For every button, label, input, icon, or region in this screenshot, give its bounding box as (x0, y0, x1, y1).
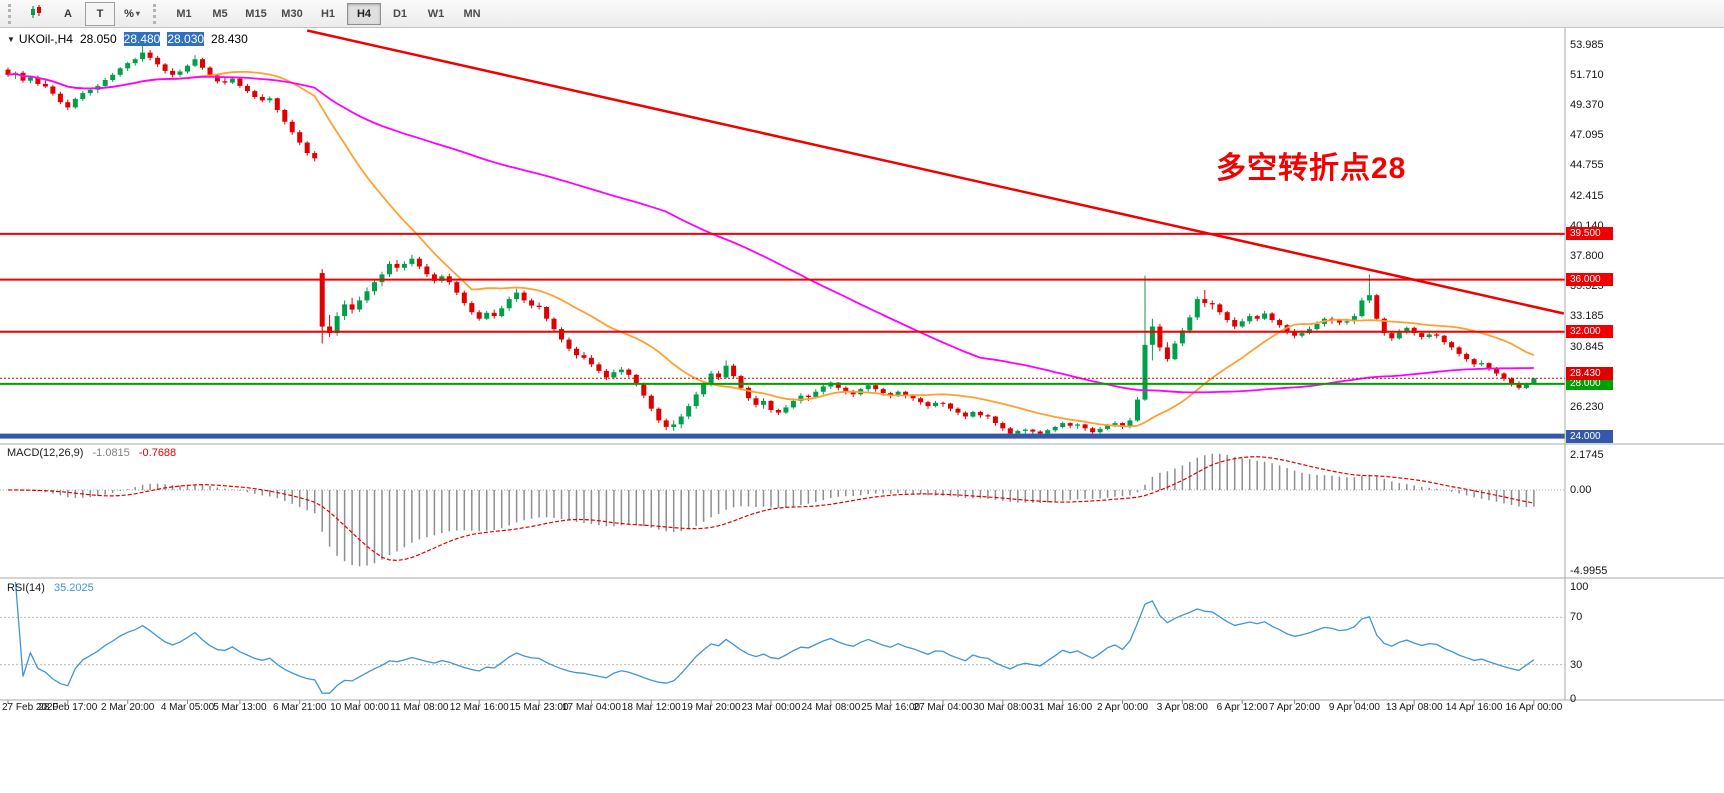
price-axis-label: 53.985 (1570, 39, 1604, 51)
chart-text-annotation: 多空转折点28 (1216, 152, 1407, 185)
time-axis-label: 17 Mar 04:00 (561, 702, 621, 713)
macd-axis-label: 0.00 (1570, 484, 1592, 496)
time-axis-label: 2 Mar 20:00 (100, 702, 155, 713)
time-axis-label: 2 Apr 00:00 (1096, 702, 1149, 713)
timeframe-button-m1[interactable]: M1 (176, 7, 192, 20)
rsi-line (14, 581, 1535, 694)
time-axis-label: 4 Mar 05:00 (160, 702, 215, 713)
time-axis-label: 25 Mar 16:00 (861, 702, 921, 713)
rsi-layer (0, 581, 1565, 694)
timeframe-button-group: M1 M5 M15 M30 H1 H4 D1 W1 MN (166, 2, 490, 25)
price-axis-label: 42.415 (1570, 189, 1604, 202)
time-axis-label: 13 Apr 08:00 (1385, 702, 1443, 713)
macd-histogram (14, 453, 1535, 567)
macd-axis-label: -4.9955 (1570, 564, 1608, 577)
macd-axis-label: 2.1745 (1570, 448, 1604, 461)
percent-tool-button[interactable]: % ▾ (117, 2, 147, 26)
rsi-axis-label: 0 (1570, 693, 1577, 705)
price-badge-36.000: 36.000 (1566, 273, 1613, 287)
timeframe-button-d1[interactable]: D1 (392, 7, 408, 20)
price-axis-label: 30.845 (1570, 340, 1604, 353)
time-axis-label: 24 Mar 08:00 (801, 702, 861, 713)
ma-21-line (7, 71, 1535, 428)
price-axis-label: 51.710 (1570, 68, 1604, 81)
macd-signal-value: -0.7688 (138, 447, 177, 459)
time-axis-label: 9 Apr 04:00 (1328, 702, 1380, 713)
percent-label: % (124, 7, 134, 20)
macd-main-value: -1.0815 (92, 447, 130, 459)
rsi-pane-label: RSI(14) 35.2025 (7, 582, 94, 594)
rsi-axis-label: 30 (1570, 658, 1583, 671)
candlestick-chart-button[interactable] (21, 2, 51, 26)
candlestick-chart-icon (29, 5, 43, 22)
chevron-down-icon: ▾ (135, 9, 140, 18)
price-axis-label: 44.755 (1570, 159, 1604, 172)
time-axis-label: 31 Mar 16:00 (1033, 702, 1093, 713)
symbol-name: UKOil-,H4 (18, 32, 73, 46)
toolbar: A T % ▾ M1 M5 M15 M30 H1 H4 D1 W1 MN (0, 0, 1724, 28)
candles-layer (5, 46, 1537, 437)
time-axis-label: 30 Mar 08:00 (973, 702, 1033, 713)
price-badge-24.000: 24.000 (1566, 429, 1613, 443)
ohlc-close: 28.430 (211, 32, 248, 46)
time-axis-label: 12 Mar 16:00 (449, 702, 509, 713)
ohlc-open: 28.050 (79, 32, 117, 46)
ohlc-low: 28.030 (167, 32, 205, 46)
time-axis-label: 14 Apr 16:00 (1445, 702, 1503, 713)
time-axis-label: 7 Apr 20:00 (1268, 702, 1321, 713)
rsi-axis-label: 70 (1570, 611, 1583, 624)
timeframe-button-h1[interactable]: H1 (320, 7, 336, 20)
text-tool-button[interactable]: T (85, 1, 115, 26)
price-axis-label: 47.095 (1570, 128, 1604, 141)
toolbar-grip-2[interactable] (153, 3, 160, 24)
font-tool-button[interactable]: A (64, 7, 72, 20)
timeframe-button-mn[interactable]: MN (463, 7, 481, 20)
rsi-name: RSI(14) (7, 582, 45, 594)
time-axis-label: 23 Mar 00:00 (741, 702, 801, 713)
rsi-axis-label: 100 (1570, 581, 1589, 593)
price-axis-label: 49.370 (1570, 99, 1604, 112)
price-axis-label: 37.800 (1570, 250, 1604, 263)
time-axis-label: 28 Feb 17:00 (38, 702, 98, 713)
rsi-value: 35.2025 (53, 582, 94, 594)
macd-name: MACD(12,26,9) (7, 447, 84, 459)
timeframe-button-m15[interactable]: M15 (245, 7, 267, 20)
time-axis-label: 27 Mar 04:00 (913, 702, 973, 713)
time-axis-label: 27 Feb 2020 (2, 702, 59, 713)
current-price-badge: 28.430 (1566, 367, 1613, 381)
time-axis-ticks (7, 700, 1535, 704)
macd-pane-label: MACD(12,26,9) -1.0815 -0.7688 (7, 447, 176, 459)
chart-collapse-icon: ▼ (7, 35, 15, 44)
time-axis-label: 5 Mar 13:00 (213, 702, 267, 713)
toolbar-grip[interactable] (8, 3, 15, 24)
time-axis-label: 6 Mar 21:00 (273, 702, 327, 713)
timeframe-button-m5[interactable]: M5 (212, 7, 228, 20)
symbol-header: ▼ UKOil-,H4 28.050 28.480 28.030 28.430 (7, 32, 248, 46)
time-axis-label: 11 Mar 08:00 (390, 702, 449, 713)
price-axis-label: 33.185 (1570, 310, 1604, 323)
macd-signal-line (7, 456, 1535, 562)
macd-layer (0, 453, 1565, 567)
time-axis-label: 15 Mar 23:00 (509, 702, 569, 713)
price-badge-32.000: 32.000 (1566, 325, 1613, 339)
ohlc-high: 28.480 (123, 32, 161, 46)
time-axis-label: 10 Mar 00:00 (330, 702, 390, 713)
price-badge-28.000: 28.000 (1566, 377, 1613, 391)
timeframe-button-m30[interactable]: M30 (281, 7, 303, 20)
price-badge-39.500: 39.500 (1566, 227, 1613, 241)
time-axis-label: 6 Apr 12:00 (1216, 702, 1268, 713)
time-axis-label: 18 Mar 12:00 (621, 702, 681, 713)
time-axis-label: 3 Apr 08:00 (1156, 702, 1208, 713)
timeframe-button-h4[interactable]: H4 (347, 2, 381, 25)
price-axis-label: 26.230 (1570, 401, 1604, 413)
timeframe-button-w1[interactable]: W1 (427, 7, 445, 20)
trendline (306, 29, 1565, 315)
ma-89-line (7, 72, 1534, 394)
time-axis-label: 16 Apr 00:00 (1505, 702, 1563, 713)
time-axis-label: 19 Mar 20:00 (681, 702, 741, 713)
